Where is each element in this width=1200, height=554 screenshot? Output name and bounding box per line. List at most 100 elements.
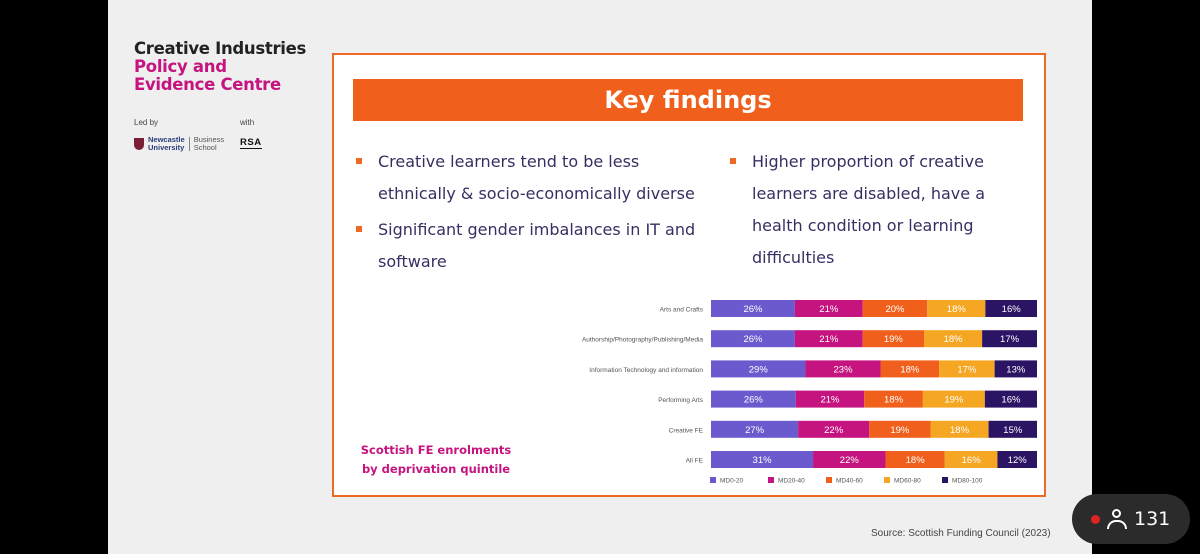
category-label: Authorship/Photography/Publishing/Media [582,337,703,344]
source-note: Source: Scottish Funding Council (2023) [871,528,1051,539]
slide: Creative Industries Policy and Evidence … [108,0,1092,554]
person-icon [1106,508,1128,530]
category-label: All FE [686,458,704,465]
bullet-item: Significant gender imbalances in IT and … [356,214,696,278]
bar-segment [922,390,985,408]
data-label: 18% [950,425,970,436]
bullet-square-icon [730,158,736,164]
bar-segment [711,451,814,468]
data-label: 18% [906,455,926,466]
viewer-count: 131 [1134,508,1171,530]
data-label: 16% [962,455,982,466]
bar-segment [939,360,995,378]
data-label: 13% [1006,364,1026,375]
key-findings-heading: Key findings [353,79,1023,121]
category-label: Arts and Crafts [660,307,704,314]
brand-line-3: Evidence Centre [134,75,281,94]
category-label: Performing Arts [658,397,704,404]
legend-swatch [942,477,948,483]
data-label: 18% [884,395,904,406]
school-name-1: Business [193,135,225,144]
data-label: 26% [743,334,763,345]
legend-label: MD60-80 [894,478,921,485]
bar-segment [869,420,931,438]
data-label: 21% [819,304,839,315]
bar-segment [711,360,806,378]
legend-label: MD80-100 [952,478,983,485]
bar-segment [711,300,795,317]
bullet-square-icon [356,226,362,232]
data-label: 12% [1008,455,1028,466]
bar-segment [924,330,983,348]
bar-segment [711,390,796,408]
data-label: 29% [749,364,769,375]
viewer-count-pill[interactable]: 131 [1072,494,1190,544]
legend-swatch [710,477,716,483]
university-name-2: University [148,143,185,152]
data-label: 21% [820,395,840,406]
bar-segment [813,451,886,468]
bar-segment [985,300,1037,317]
data-label: 18% [944,334,964,345]
bar-segment [885,451,945,468]
bar-segment [988,420,1037,438]
data-label: 22% [840,455,860,466]
bar-segment [997,451,1037,468]
legend-label: MD20-40 [778,478,805,485]
brand-logo: Creative Industries Policy and Evidence … [134,40,306,94]
data-label: 19% [944,395,964,406]
data-label: 23% [834,364,854,375]
live-dot-icon [1091,514,1100,524]
bullet-square-icon [356,158,362,164]
bullet-item: Higher proportion of creative learners a… [730,146,1020,274]
bar-segment [994,360,1037,378]
rsa-logo: RSA [240,137,262,149]
bar-segment [880,360,940,378]
bullet-text: Creative learners tend to be less ethnic… [378,152,695,203]
data-label: 18% [900,364,920,375]
with-label: with [240,118,255,127]
findings-panel: Key findings Creative learners tend to b… [332,53,1046,497]
bar-segment [930,420,989,438]
bar-segment [805,360,881,378]
led-by-label: Led by [134,118,159,127]
bar-segment [711,330,795,348]
chart-title: Scottish FE enrolments by deprivation qu… [360,443,512,476]
data-label: 16% [1001,395,1021,406]
data-label: 15% [1003,425,1023,436]
data-label: 26% [744,395,764,406]
legend-swatch [768,477,774,483]
bar-segment [864,390,923,408]
data-label: 16% [1002,304,1022,315]
bar-segment [794,300,863,317]
university-name-1: Newcastle [148,135,185,144]
data-label: 26% [743,304,763,315]
bar-segment [795,390,865,408]
bar-segment [984,390,1037,408]
bar-segment [794,330,863,348]
legend-swatch [884,477,890,483]
bar-segment [944,451,998,468]
bullet-text: Higher proportion of creative learners a… [752,152,985,267]
university-logo: Newcastle University Business School [134,136,224,152]
stacked-bar-chart: Arts and Crafts 26% 21% 20% 18% 16% Authorship… [582,300,1037,485]
data-label: 18% [947,304,967,315]
data-label: 27% [745,425,765,436]
bar-segment [982,330,1037,348]
data-label: 17% [957,364,977,375]
brand-line-2: Policy and [134,57,227,76]
data-label: 31% [753,455,773,466]
category-label: Creative FE [669,427,704,434]
bullet-text: Significant gender imbalances in IT and … [378,220,696,271]
bullet-item: Creative learners tend to be less ethnic… [356,146,696,210]
bar-segment [862,330,925,348]
crest-icon [134,138,144,150]
data-label: 20% [885,304,905,315]
legend-label: MD40-60 [836,478,863,485]
data-label: 22% [824,425,844,436]
bar-segment [862,300,928,317]
data-label: 21% [819,334,839,345]
data-label: 19% [890,425,910,436]
bar-segment [711,420,799,438]
bar-segment [927,300,986,317]
